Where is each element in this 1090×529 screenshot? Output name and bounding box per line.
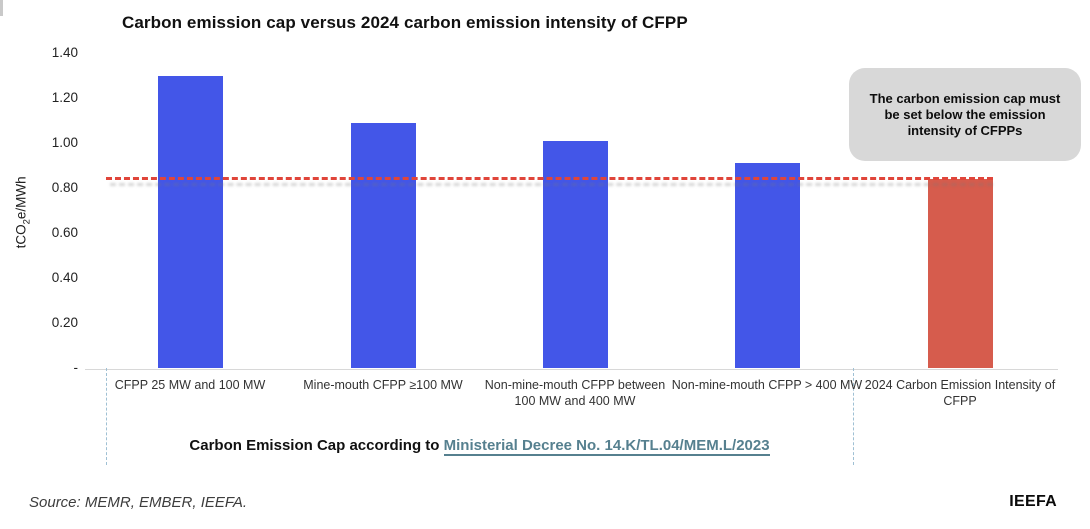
y-tick-label: - [73,360,79,375]
chart-title: Carbon emission cap versus 2024 carbon e… [122,13,688,32]
y-tick-label: 0.40 [51,270,78,285]
cap-group-separator-left [106,368,107,465]
y-axis-label: tCO2e/MWh [14,152,33,272]
x-axis-line [85,369,1058,370]
annotation-text: The carbon emission cap must be set belo… [869,90,1061,138]
y-axis-label-pre: tCO [13,224,29,249]
bar-3 [542,140,608,368]
bar-4 [734,163,800,368]
screen-edge-artifact [0,0,3,16]
annotation-callout: The carbon emission cap must be set belo… [849,68,1081,161]
y-tick-label: 0.20 [51,315,78,330]
x-category-label-2: Mine-mouth CFPP ≥100 MW [303,378,463,392]
reference-line-shadow [110,183,993,186]
y-tick-label: 0.60 [51,225,78,240]
reference-line [106,177,993,180]
y-tick-label: 0.80 [51,180,78,195]
x-category-label-3: Non-mine-mouth CFPP between 100 MW and 4… [484,378,666,408]
y-tick-label: 1.00 [51,135,78,150]
ieefa-logo: IEEFA [1009,493,1057,510]
y-tick-label: 1.40 [51,45,78,60]
bar-2 [350,122,416,368]
caption-prefix: Carbon Emission Cap according to [189,437,444,454]
x-category-label-4: Non-mine-mouth CFPP > 400 MW [671,378,863,392]
bar-1 [157,75,223,368]
y-tick-label: 1.20 [51,90,78,105]
cap-group-caption: Carbon Emission Cap according to Ministe… [106,437,853,456]
y-axis-label-post: e/MWh [13,176,29,220]
cap-group-separator-right [853,368,854,465]
ministerial-decree-link[interactable]: Ministerial Decree No. 14.K/TL.04/MEM.L/… [443,437,770,456]
x-category-label-5: 2024 Carbon Emission Intensity of CFPP [864,378,1056,408]
bar-5 [927,179,993,368]
source-note: Source: MEMR, EMBER, IEEFA. [29,494,248,511]
x-category-label-1: CFPP 25 MW and 100 MW [114,378,266,392]
